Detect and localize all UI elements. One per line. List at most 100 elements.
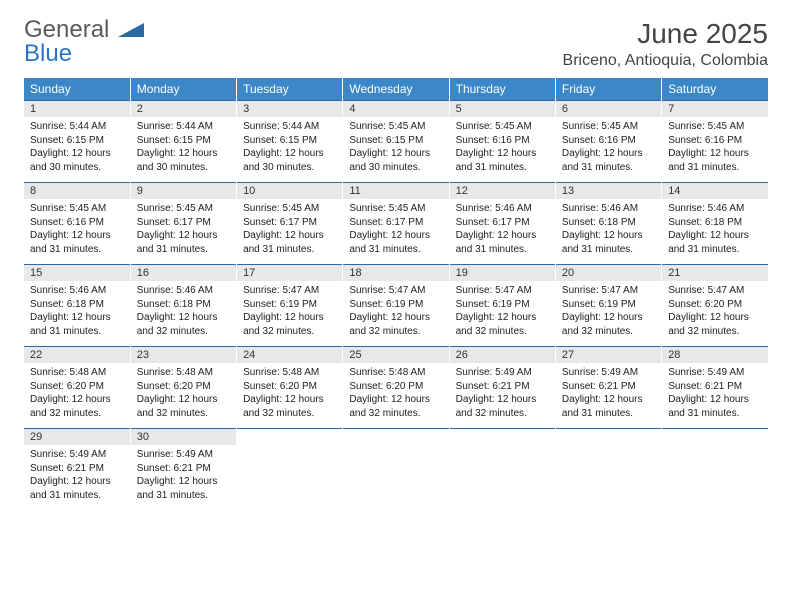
day-header: Wednesday xyxy=(343,78,449,101)
day-number: 25 xyxy=(343,347,449,364)
day-content: Sunrise: 5:46 AMSunset: 6:18 PMDaylight:… xyxy=(555,199,661,265)
day-content xyxy=(662,445,768,510)
day-number: 7 xyxy=(662,101,768,118)
sunset-text: Sunset: 6:19 PM xyxy=(562,298,655,312)
day-header-row: Sunday Monday Tuesday Wednesday Thursday… xyxy=(24,78,768,101)
day-number: 19 xyxy=(449,265,555,282)
day-content xyxy=(237,445,343,510)
sunrise-text: Sunrise: 5:45 AM xyxy=(456,120,549,134)
daylight-line1: Daylight: 12 hours xyxy=(349,229,442,243)
sunrise-text: Sunrise: 5:46 AM xyxy=(456,202,549,216)
daylight-line2: and 31 minutes. xyxy=(668,161,762,175)
sunset-text: Sunset: 6:15 PM xyxy=(349,134,442,148)
day-number: 15 xyxy=(24,265,130,282)
sunset-text: Sunset: 6:16 PM xyxy=(668,134,762,148)
day-number xyxy=(555,429,661,446)
day-content: Sunrise: 5:49 AMSunset: 6:21 PMDaylight:… xyxy=(449,363,555,429)
day-content: Sunrise: 5:45 AMSunset: 6:16 PMDaylight:… xyxy=(555,117,661,183)
logo-text-blue: Blue xyxy=(24,40,72,67)
sunset-text: Sunset: 6:17 PM xyxy=(137,216,230,230)
sunrise-text: Sunrise: 5:47 AM xyxy=(243,284,336,298)
daylight-line1: Daylight: 12 hours xyxy=(137,147,230,161)
daylight-line1: Daylight: 12 hours xyxy=(456,147,549,161)
day-number: 6 xyxy=(555,101,661,118)
content-row: Sunrise: 5:46 AMSunset: 6:18 PMDaylight:… xyxy=(24,281,768,347)
sunrise-text: Sunrise: 5:49 AM xyxy=(30,448,124,462)
logo-text-general: General xyxy=(24,16,109,43)
daylight-line2: and 31 minutes. xyxy=(30,489,124,503)
content-row: Sunrise: 5:48 AMSunset: 6:20 PMDaylight:… xyxy=(24,363,768,429)
daylight-line2: and 32 minutes. xyxy=(243,325,336,339)
sunset-text: Sunset: 6:20 PM xyxy=(137,380,230,394)
sunrise-text: Sunrise: 5:44 AM xyxy=(137,120,230,134)
day-number: 18 xyxy=(343,265,449,282)
daylight-line2: and 31 minutes. xyxy=(456,161,549,175)
title-block: June 2025 Briceno, Antioquia, Colombia xyxy=(563,18,768,70)
day-number: 28 xyxy=(662,347,768,364)
daylight-line2: and 31 minutes. xyxy=(349,243,442,257)
day-content xyxy=(343,445,449,510)
day-number xyxy=(343,429,449,446)
day-number: 17 xyxy=(237,265,343,282)
sunrise-text: Sunrise: 5:47 AM xyxy=(349,284,442,298)
calendar-table: Sunday Monday Tuesday Wednesday Thursday… xyxy=(24,78,768,510)
daylight-line1: Daylight: 12 hours xyxy=(30,147,124,161)
daylight-line1: Daylight: 12 hours xyxy=(562,229,655,243)
logo: General Blue xyxy=(24,18,144,66)
daylight-line1: Daylight: 12 hours xyxy=(30,475,124,489)
sunrise-text: Sunrise: 5:45 AM xyxy=(668,120,762,134)
day-content: Sunrise: 5:45 AMSunset: 6:17 PMDaylight:… xyxy=(237,199,343,265)
daylight-line2: and 31 minutes. xyxy=(456,243,549,257)
day-content: Sunrise: 5:48 AMSunset: 6:20 PMDaylight:… xyxy=(237,363,343,429)
sunset-text: Sunset: 6:19 PM xyxy=(243,298,336,312)
daylight-line2: and 30 minutes. xyxy=(349,161,442,175)
day-content: Sunrise: 5:47 AMSunset: 6:19 PMDaylight:… xyxy=(343,281,449,347)
daylight-line1: Daylight: 12 hours xyxy=(30,311,124,325)
sunrise-text: Sunrise: 5:48 AM xyxy=(137,366,230,380)
day-number: 12 xyxy=(449,183,555,200)
sunset-text: Sunset: 6:20 PM xyxy=(243,380,336,394)
sunset-text: Sunset: 6:16 PM xyxy=(30,216,124,230)
daylight-line2: and 30 minutes. xyxy=(137,161,230,175)
day-number: 5 xyxy=(449,101,555,118)
daylight-line2: and 32 minutes. xyxy=(137,407,230,421)
sunset-text: Sunset: 6:21 PM xyxy=(668,380,762,394)
day-header: Tuesday xyxy=(237,78,343,101)
sunset-text: Sunset: 6:18 PM xyxy=(562,216,655,230)
header: General Blue June 2025 Briceno, Antioqui… xyxy=(24,18,768,70)
daylight-line1: Daylight: 12 hours xyxy=(137,393,230,407)
day-content: Sunrise: 5:45 AMSunset: 6:17 PMDaylight:… xyxy=(130,199,236,265)
day-number: 30 xyxy=(130,429,236,446)
daylight-line2: and 32 minutes. xyxy=(349,407,442,421)
daylight-line2: and 32 minutes. xyxy=(562,325,655,339)
daylight-line2: and 31 minutes. xyxy=(668,243,762,257)
sunset-text: Sunset: 6:16 PM xyxy=(562,134,655,148)
daynum-row: 1234567 xyxy=(24,101,768,118)
day-number: 9 xyxy=(130,183,236,200)
daylight-line1: Daylight: 12 hours xyxy=(243,311,336,325)
day-content: Sunrise: 5:45 AMSunset: 6:16 PMDaylight:… xyxy=(662,117,768,183)
day-content: Sunrise: 5:45 AMSunset: 6:15 PMDaylight:… xyxy=(343,117,449,183)
sunrise-text: Sunrise: 5:44 AM xyxy=(30,120,124,134)
daylight-line2: and 31 minutes. xyxy=(668,407,762,421)
day-content: Sunrise: 5:47 AMSunset: 6:19 PMDaylight:… xyxy=(449,281,555,347)
day-content: Sunrise: 5:48 AMSunset: 6:20 PMDaylight:… xyxy=(130,363,236,429)
daylight-line1: Daylight: 12 hours xyxy=(137,229,230,243)
day-content: Sunrise: 5:47 AMSunset: 6:19 PMDaylight:… xyxy=(237,281,343,347)
daylight-line1: Daylight: 12 hours xyxy=(456,393,549,407)
daylight-line1: Daylight: 12 hours xyxy=(30,393,124,407)
content-row: Sunrise: 5:44 AM Sunset: 6:15 PM Daylight:… xyxy=(24,117,768,183)
daylight-line1: Daylight: 12 hours xyxy=(668,393,762,407)
sunrise-text: Sunrise: 5:47 AM xyxy=(562,284,655,298)
daylight-line2: and 32 minutes. xyxy=(349,325,442,339)
daylight-line1: Daylight: 12 hours xyxy=(30,229,124,243)
daylight-line2: and 30 minutes. xyxy=(243,161,336,175)
day-number: 24 xyxy=(237,347,343,364)
day-content: Sunrise: 5:46 AMSunset: 6:18 PMDaylight:… xyxy=(130,281,236,347)
day-content: Sunrise: 5:44 AMSunset: 6:15 PMDaylight:… xyxy=(130,117,236,183)
day-header: Friday xyxy=(555,78,661,101)
day-number xyxy=(237,429,343,446)
daylight-line2: and 32 minutes. xyxy=(243,407,336,421)
sunset-text: Sunset: 6:20 PM xyxy=(668,298,762,312)
day-content: Sunrise: 5:44 AMSunset: 6:15 PMDaylight:… xyxy=(237,117,343,183)
